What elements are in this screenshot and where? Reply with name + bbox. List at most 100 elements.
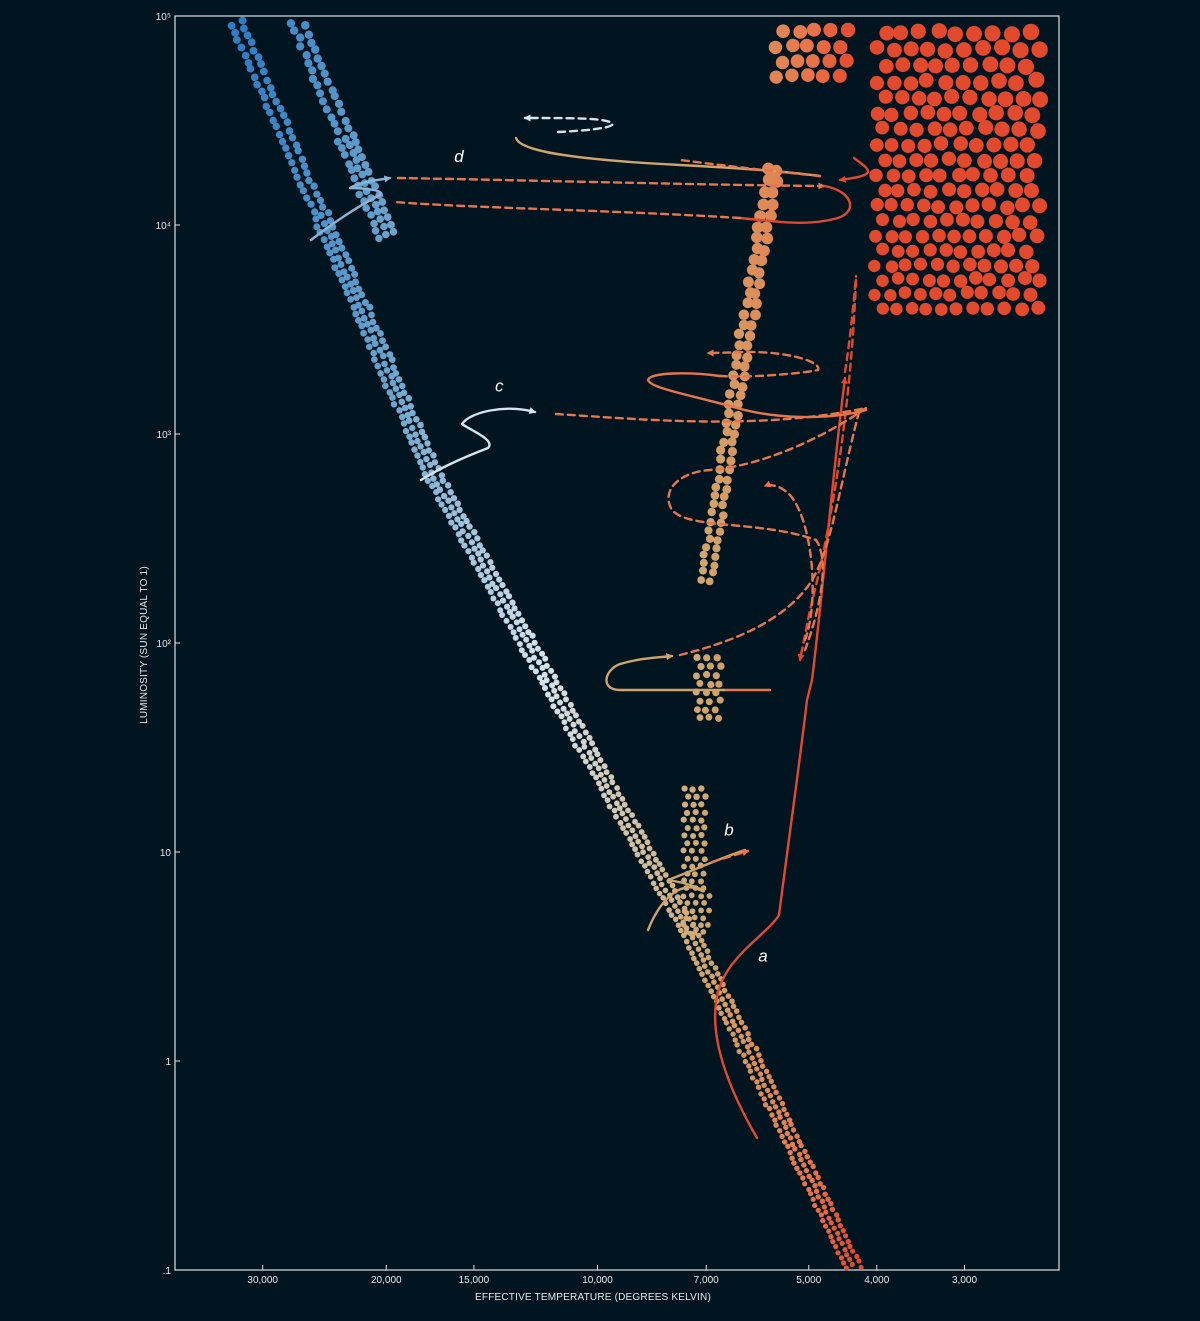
red-giant-region-star — [997, 91, 1014, 107]
red-giant-region-star — [986, 137, 1002, 153]
main-sequence-star — [486, 574, 493, 581]
cepheid-strip-star — [733, 328, 745, 339]
main-sequence-star — [342, 251, 350, 259]
red-giant-region-star — [982, 56, 999, 73]
main-sequence-star — [820, 1184, 827, 1191]
subgiant-branch-star — [698, 922, 704, 929]
track-a-loop — [605, 653, 726, 692]
main-sequence-star — [509, 613, 516, 620]
main-sequence-star — [815, 1207, 821, 1213]
red-giant-region-star — [901, 169, 916, 184]
red-giant-region-star — [989, 182, 1005, 197]
main-sequence-star — [244, 59, 253, 67]
main-sequence-star — [678, 927, 684, 934]
main-sequence-star — [433, 481, 440, 488]
red-giant-region-star — [932, 168, 947, 183]
main-sequence-star — [424, 440, 431, 447]
main-sequence-star — [749, 1055, 755, 1061]
x-tick-label: 3,000 — [952, 1275, 977, 1286]
track-a-descent — [797, 278, 858, 662]
main-sequence-star — [821, 1204, 828, 1210]
main-sequence-star — [399, 382, 406, 390]
main-sequence-star — [712, 965, 719, 971]
main-sequence-star — [522, 623, 529, 630]
main-sequence-star — [313, 223, 321, 231]
cepheid-strip-star — [722, 485, 732, 494]
cepheid-strip-star — [746, 320, 757, 331]
cepheid-strip-star — [702, 543, 711, 552]
main-sequence-star — [348, 264, 356, 272]
cepheid-strip-star — [751, 221, 764, 234]
main-sequence-star — [768, 1078, 774, 1085]
track-c-loop — [667, 406, 868, 652]
main-sequence-star — [249, 46, 258, 55]
cepheid-strip-star — [705, 534, 715, 544]
main-sequence-star — [518, 617, 526, 624]
track-d-tip — [838, 156, 870, 183]
main-sequence-star — [659, 866, 666, 873]
red-giant-region-star — [892, 214, 907, 228]
main-sequence-star — [412, 431, 419, 438]
red-giant-region-star — [957, 184, 972, 199]
main-sequence-star — [460, 513, 467, 520]
main-sequence-star — [503, 588, 510, 595]
main-sequence-star — [569, 736, 576, 742]
main-sequence-star — [260, 67, 268, 76]
red-giant-region-star — [901, 139, 916, 153]
clump-star — [717, 662, 725, 670]
main-sequence-star — [674, 894, 681, 901]
main-sequence-star — [812, 1183, 818, 1189]
main-sequence-star — [766, 1074, 772, 1080]
main-sequence-star — [640, 849, 646, 855]
red-giant-region-star — [914, 288, 927, 301]
main-sequence-star — [227, 21, 236, 30]
red-giant-region-star — [1019, 137, 1035, 153]
main-sequence-star — [621, 801, 628, 808]
red-giant-upper-star — [815, 69, 830, 83]
red-giant-region-star — [919, 41, 936, 57]
main-sequence-star — [360, 314, 368, 322]
clump-star — [713, 654, 721, 662]
main-sequence-star — [465, 548, 472, 555]
cepheid-strip-star — [733, 410, 743, 421]
main-sequence-star — [675, 922, 682, 929]
red-giant-region-star — [949, 302, 963, 316]
red-giant-region-star — [898, 258, 912, 272]
main-sequence-star — [653, 885, 659, 892]
red-giant-region-star — [1031, 41, 1048, 58]
main-sequence-star — [536, 659, 542, 666]
red-giant-region-star — [939, 243, 953, 257]
main-sequence-star — [751, 1060, 758, 1067]
cepheid-strip-star — [712, 544, 721, 553]
main-sequence-star — [829, 1206, 836, 1213]
main-sequence-star — [497, 591, 504, 598]
main-sequence-star — [619, 810, 626, 817]
main-sequence-star — [828, 1220, 834, 1226]
main-sequence-star — [632, 818, 638, 825]
main-sequence-star — [557, 685, 564, 692]
main-sequence-star — [669, 882, 676, 889]
main-sequence-star — [551, 673, 558, 680]
main-sequence-star — [326, 217, 334, 225]
red-giant-region-star — [952, 105, 968, 121]
main-sequence-star — [837, 1223, 843, 1229]
main-sequence-star — [662, 872, 669, 878]
main-sequence-star — [424, 477, 431, 484]
red-giant-region-star — [930, 257, 945, 271]
main-sequence-star — [815, 1194, 821, 1200]
red-giant-upper-star — [786, 38, 800, 53]
cepheid-strip-star — [756, 255, 768, 267]
supergiant-band-star — [389, 228, 398, 236]
subgiant-branch-star — [690, 833, 697, 839]
red-giant-region-star — [982, 272, 997, 287]
main-sequence-star — [407, 403, 415, 410]
main-sequence-star — [293, 173, 301, 181]
cepheid-strip-star — [735, 390, 746, 401]
red-giant-region-star — [878, 153, 892, 168]
clump-star — [712, 672, 720, 680]
main-sequence-star — [700, 957, 707, 963]
main-sequence-star — [353, 294, 360, 301]
main-sequence-star — [592, 760, 599, 767]
main-sequence-star — [844, 1252, 850, 1258]
main-sequence-star — [358, 291, 366, 299]
